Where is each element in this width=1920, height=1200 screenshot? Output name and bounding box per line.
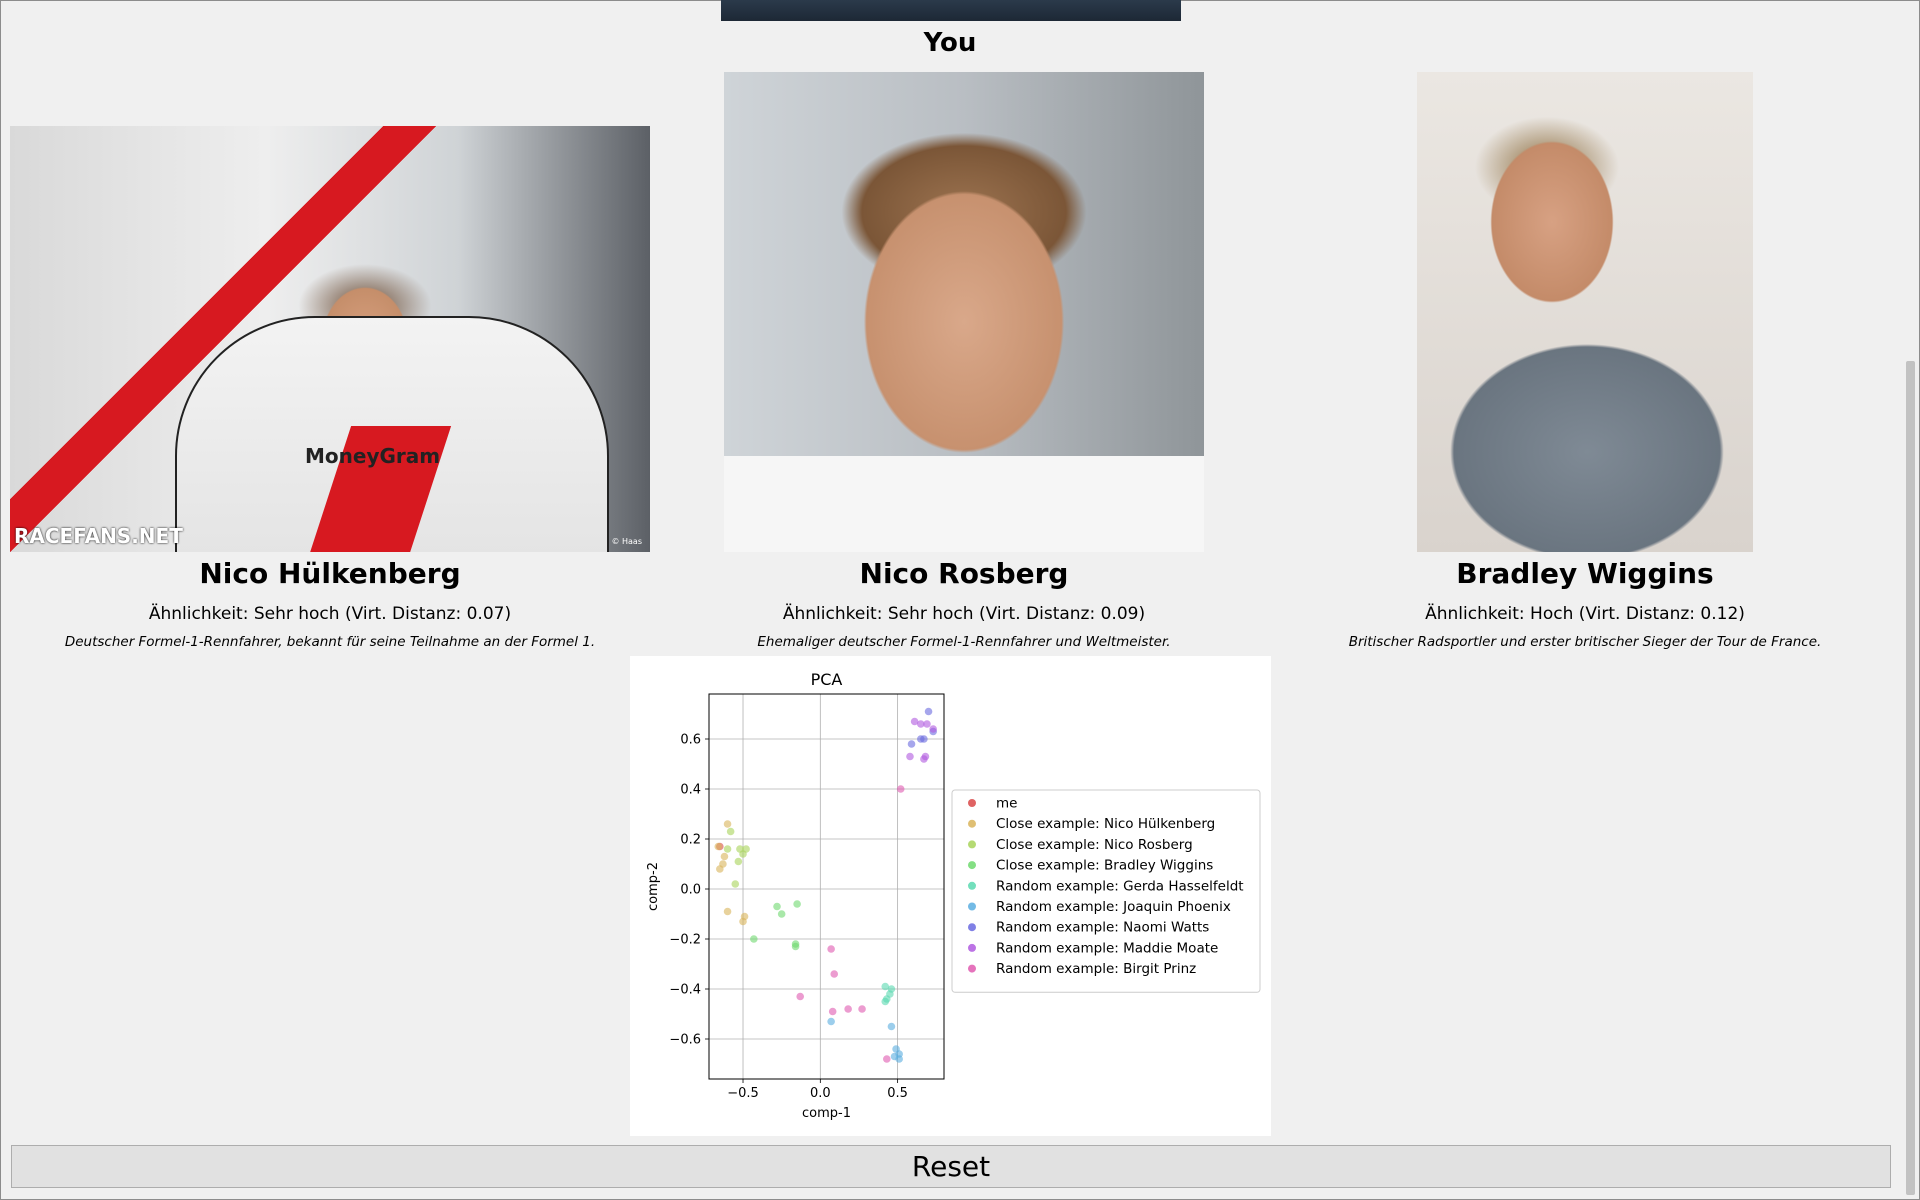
- legend-marker: [968, 861, 976, 870]
- data-point: [740, 912, 749, 921]
- data-point: [739, 850, 747, 858]
- data-point: [723, 845, 732, 853]
- data-point: [791, 942, 800, 951]
- legend-marker: [968, 819, 976, 828]
- x-tick-label: 0.5: [887, 1086, 908, 1101]
- data-point: [723, 820, 732, 828]
- y-tick-label: −0.6: [669, 1033, 701, 1048]
- data-point: [827, 1017, 835, 1026]
- match-name: Nico Hülkenberg: [199, 557, 461, 590]
- x-tick-label: 0.0: [810, 1086, 831, 1101]
- data-point: [882, 1055, 891, 1063]
- match-photo-hulkenberg: MoneyGram RACEFANS.NET © Haas: [10, 126, 650, 552]
- data-point: [830, 970, 839, 978]
- axes-frame: [708, 693, 945, 1080]
- match-card-1: MoneyGram RACEFANS.NET © Haas Nico Hülke…: [0, 0, 660, 660]
- data-point: [828, 1007, 837, 1016]
- match-description: Deutscher Formel-1-Rennfahrer, bekannt f…: [64, 634, 596, 650]
- data-point: [719, 860, 727, 868]
- legend-label: me: [996, 796, 1017, 812]
- pca-chart: −0.5 0.0 0.5 −0.6 −0.4 −0.2 0.0 0.2 0.4 0.6 PCA com…: [646, 670, 1261, 1121]
- data-point: [796, 992, 805, 1001]
- data-point: [929, 725, 937, 733]
- data-point: [886, 990, 894, 998]
- x-tick-label: −0.5: [727, 1086, 759, 1101]
- pca-figure: −0.5 0.0 0.5 −0.6 −0.4 −0.2 0.0 0.2 0.4 0.6 PCA com…: [630, 656, 1271, 1136]
- data-point: [844, 1005, 852, 1013]
- data-point: [920, 735, 928, 743]
- photo-watermark: RACEFANS.NET: [14, 524, 183, 548]
- legend-marker: [968, 799, 976, 807]
- data-point: [906, 752, 914, 761]
- data-point: [714, 842, 723, 851]
- vertical-scrollbar[interactable]: [1902, 1, 1919, 1198]
- data-point: [881, 997, 890, 1006]
- legend-label: Random example: Birgit Prinz: [996, 961, 1196, 977]
- data-point: [773, 902, 781, 911]
- data-point: [731, 880, 740, 888]
- y-tick-label: 0.2: [680, 833, 701, 848]
- data-point: [920, 755, 928, 763]
- legend-label: Random example: Maddie Moate: [996, 940, 1218, 956]
- match-similarity: Ähnlichkeit: Sehr hoch (Virt. Distanz: 0…: [148, 604, 512, 624]
- y-tick-label: 0.0: [680, 883, 701, 898]
- legend-marker: [968, 902, 976, 911]
- data-point: [881, 982, 890, 991]
- y-tick-label: −0.2: [669, 933, 701, 948]
- legend-marker: [968, 923, 976, 932]
- data-point: [923, 720, 931, 728]
- y-axis-label: comp-2: [646, 862, 661, 911]
- user-photo: [721, 0, 1181, 21]
- data-point: [777, 910, 786, 918]
- data-point: [910, 717, 919, 726]
- data-point: [720, 852, 729, 861]
- legend-marker: [968, 964, 976, 973]
- x-axis-label: comp-1: [802, 1106, 851, 1121]
- data-point: [907, 740, 916, 748]
- data-point: [750, 935, 758, 943]
- data-point: [827, 945, 835, 953]
- data-point: [726, 827, 735, 836]
- data-point: [924, 707, 933, 716]
- data-point: [858, 1005, 866, 1013]
- legend-label: Close example: Bradley Wiggins: [996, 858, 1213, 874]
- legend-label: Random example: Joaquin Phoenix: [996, 899, 1231, 915]
- legend-marker: [968, 943, 976, 952]
- legend-label: Random example: Naomi Watts: [996, 920, 1209, 936]
- reset-button[interactable]: Reset: [11, 1145, 1891, 1188]
- data-point: [890, 1052, 899, 1061]
- photo-suit-text: MoneyGram: [305, 444, 441, 468]
- legend-box: [951, 789, 1261, 993]
- data-point: [887, 1022, 896, 1031]
- y-tick-label: 0.4: [680, 783, 701, 798]
- data-point: [896, 785, 905, 793]
- legend-marker: [968, 881, 976, 890]
- y-tick-label: −0.4: [669, 983, 701, 998]
- legend-label: Close example: Nico Rosberg: [996, 837, 1193, 853]
- y-tick-label: 0.6: [680, 733, 701, 748]
- data-point: [734, 857, 743, 866]
- legend-label: Random example: Gerda Hasselfeldt: [996, 878, 1244, 894]
- you-label: You: [923, 28, 977, 58]
- chart-title: PCA: [811, 670, 843, 689]
- scrollbar-thumb[interactable]: [1906, 361, 1915, 1195]
- data-point: [793, 900, 801, 908]
- legend-marker: [968, 840, 976, 849]
- legend-label: Close example: Nico Hülkenberg: [996, 816, 1215, 832]
- photo-credit: © Haas: [611, 537, 642, 546]
- data-point: [723, 907, 732, 916]
- data-point: [917, 720, 925, 728]
